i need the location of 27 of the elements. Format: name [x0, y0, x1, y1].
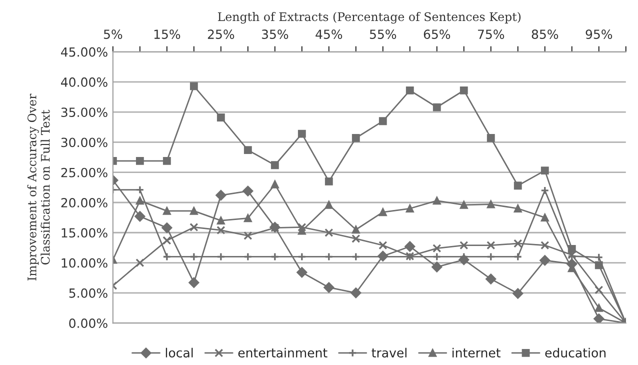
x-tick-label: 5% [104, 30, 122, 39]
x-tick-label: 25% [208, 30, 234, 39]
y-tick-label: 35.00% [61, 108, 108, 118]
y-tick-label: 45.00% [61, 47, 108, 57]
x-tick-label: 45% [316, 30, 342, 39]
legend-label: entertainment [238, 348, 328, 358]
y-tick-label: 10.00% [62, 258, 108, 268]
x-axis-title: Length of Extracts (Percentage of Sentences Kept) [218, 12, 521, 24]
y-tick-label: 5.00% [69, 288, 108, 298]
x-tick-label: 75% [478, 30, 504, 39]
x-tick-label: 95% [586, 30, 612, 39]
y-tick-label: 25.00% [61, 168, 108, 178]
y-axis-title: Improvement of Accuracy Over Classification on Full Text [27, 94, 50, 280]
legend-label: internet [452, 348, 500, 358]
x-tick-label: 65% [424, 30, 450, 39]
x-tick-label: 55% [370, 30, 396, 39]
legend-label: travel [372, 348, 406, 358]
y-tick-label: 0.00% [69, 318, 108, 328]
y-tick-label: 15.00% [62, 228, 108, 238]
x-tick-label: 15% [154, 30, 180, 39]
y-tick-label: 40.00% [61, 77, 108, 87]
y-tick-label: 20.00% [61, 198, 108, 208]
legend-label: education [545, 348, 606, 358]
x-tick-label: 85% [532, 30, 558, 39]
legend-label: local [166, 348, 193, 358]
y-tick-label: 30.00% [61, 138, 108, 148]
x-tick-label: 35% [262, 30, 288, 39]
